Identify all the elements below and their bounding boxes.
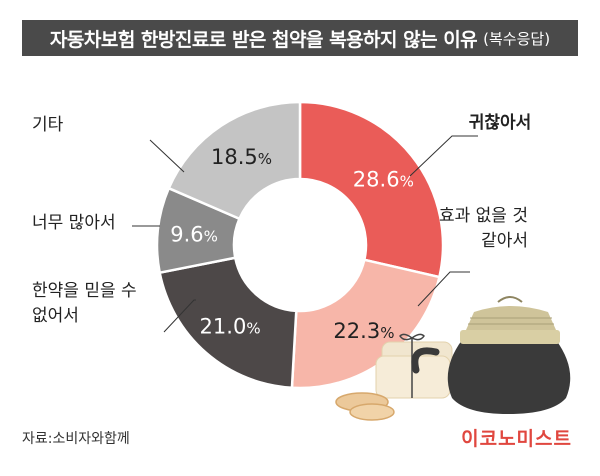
slice-value-label: 22.3%: [333, 319, 394, 343]
herbal-medicine-illustration: [335, 296, 571, 421]
slice-value-label: 18.5%: [211, 145, 272, 169]
percent-labels: 28.6% 22.3% 21.0% 9.6% 18.5%: [170, 145, 414, 343]
slice-value-label: 9.6%: [170, 223, 218, 247]
chart-subtitle: (복수응답): [483, 29, 551, 48]
leader-line: [417, 271, 470, 307]
leader-line: [149, 139, 185, 173]
slice-value-label: 28.6%: [353, 168, 414, 192]
donut-slice: [290, 258, 441, 390]
source-note: 자료:소비자와함께: [22, 431, 130, 447]
donut-slice: [298, 100, 445, 279]
chart-title: 자동차보험 한방진료로 받은 첩약을 복용하지 않는 이유: [49, 28, 478, 51]
category-label: 기타: [32, 115, 64, 135]
leader-line: [409, 135, 478, 177]
leader-line: [163, 299, 196, 333]
category-label: 한약을 믿을 수 없어서: [32, 281, 137, 326]
donut-slice: [167, 100, 302, 221]
title-bar: 자동차보험 한방진료로 받은 첩약을 복용하지 않는 이유 (복수응답): [22, 20, 578, 56]
publisher-logo: 이코노미스트: [461, 428, 572, 450]
category-label: 효과 없을 것 같아서: [439, 206, 528, 251]
donut-slice: [158, 256, 298, 390]
donut-slices: [155, 100, 445, 390]
slice-value-label: 21.0%: [200, 314, 261, 338]
category-label: 너무 많아서: [32, 213, 116, 233]
leader-lines: [132, 135, 478, 333]
category-label: 귀찮아서: [469, 113, 532, 133]
